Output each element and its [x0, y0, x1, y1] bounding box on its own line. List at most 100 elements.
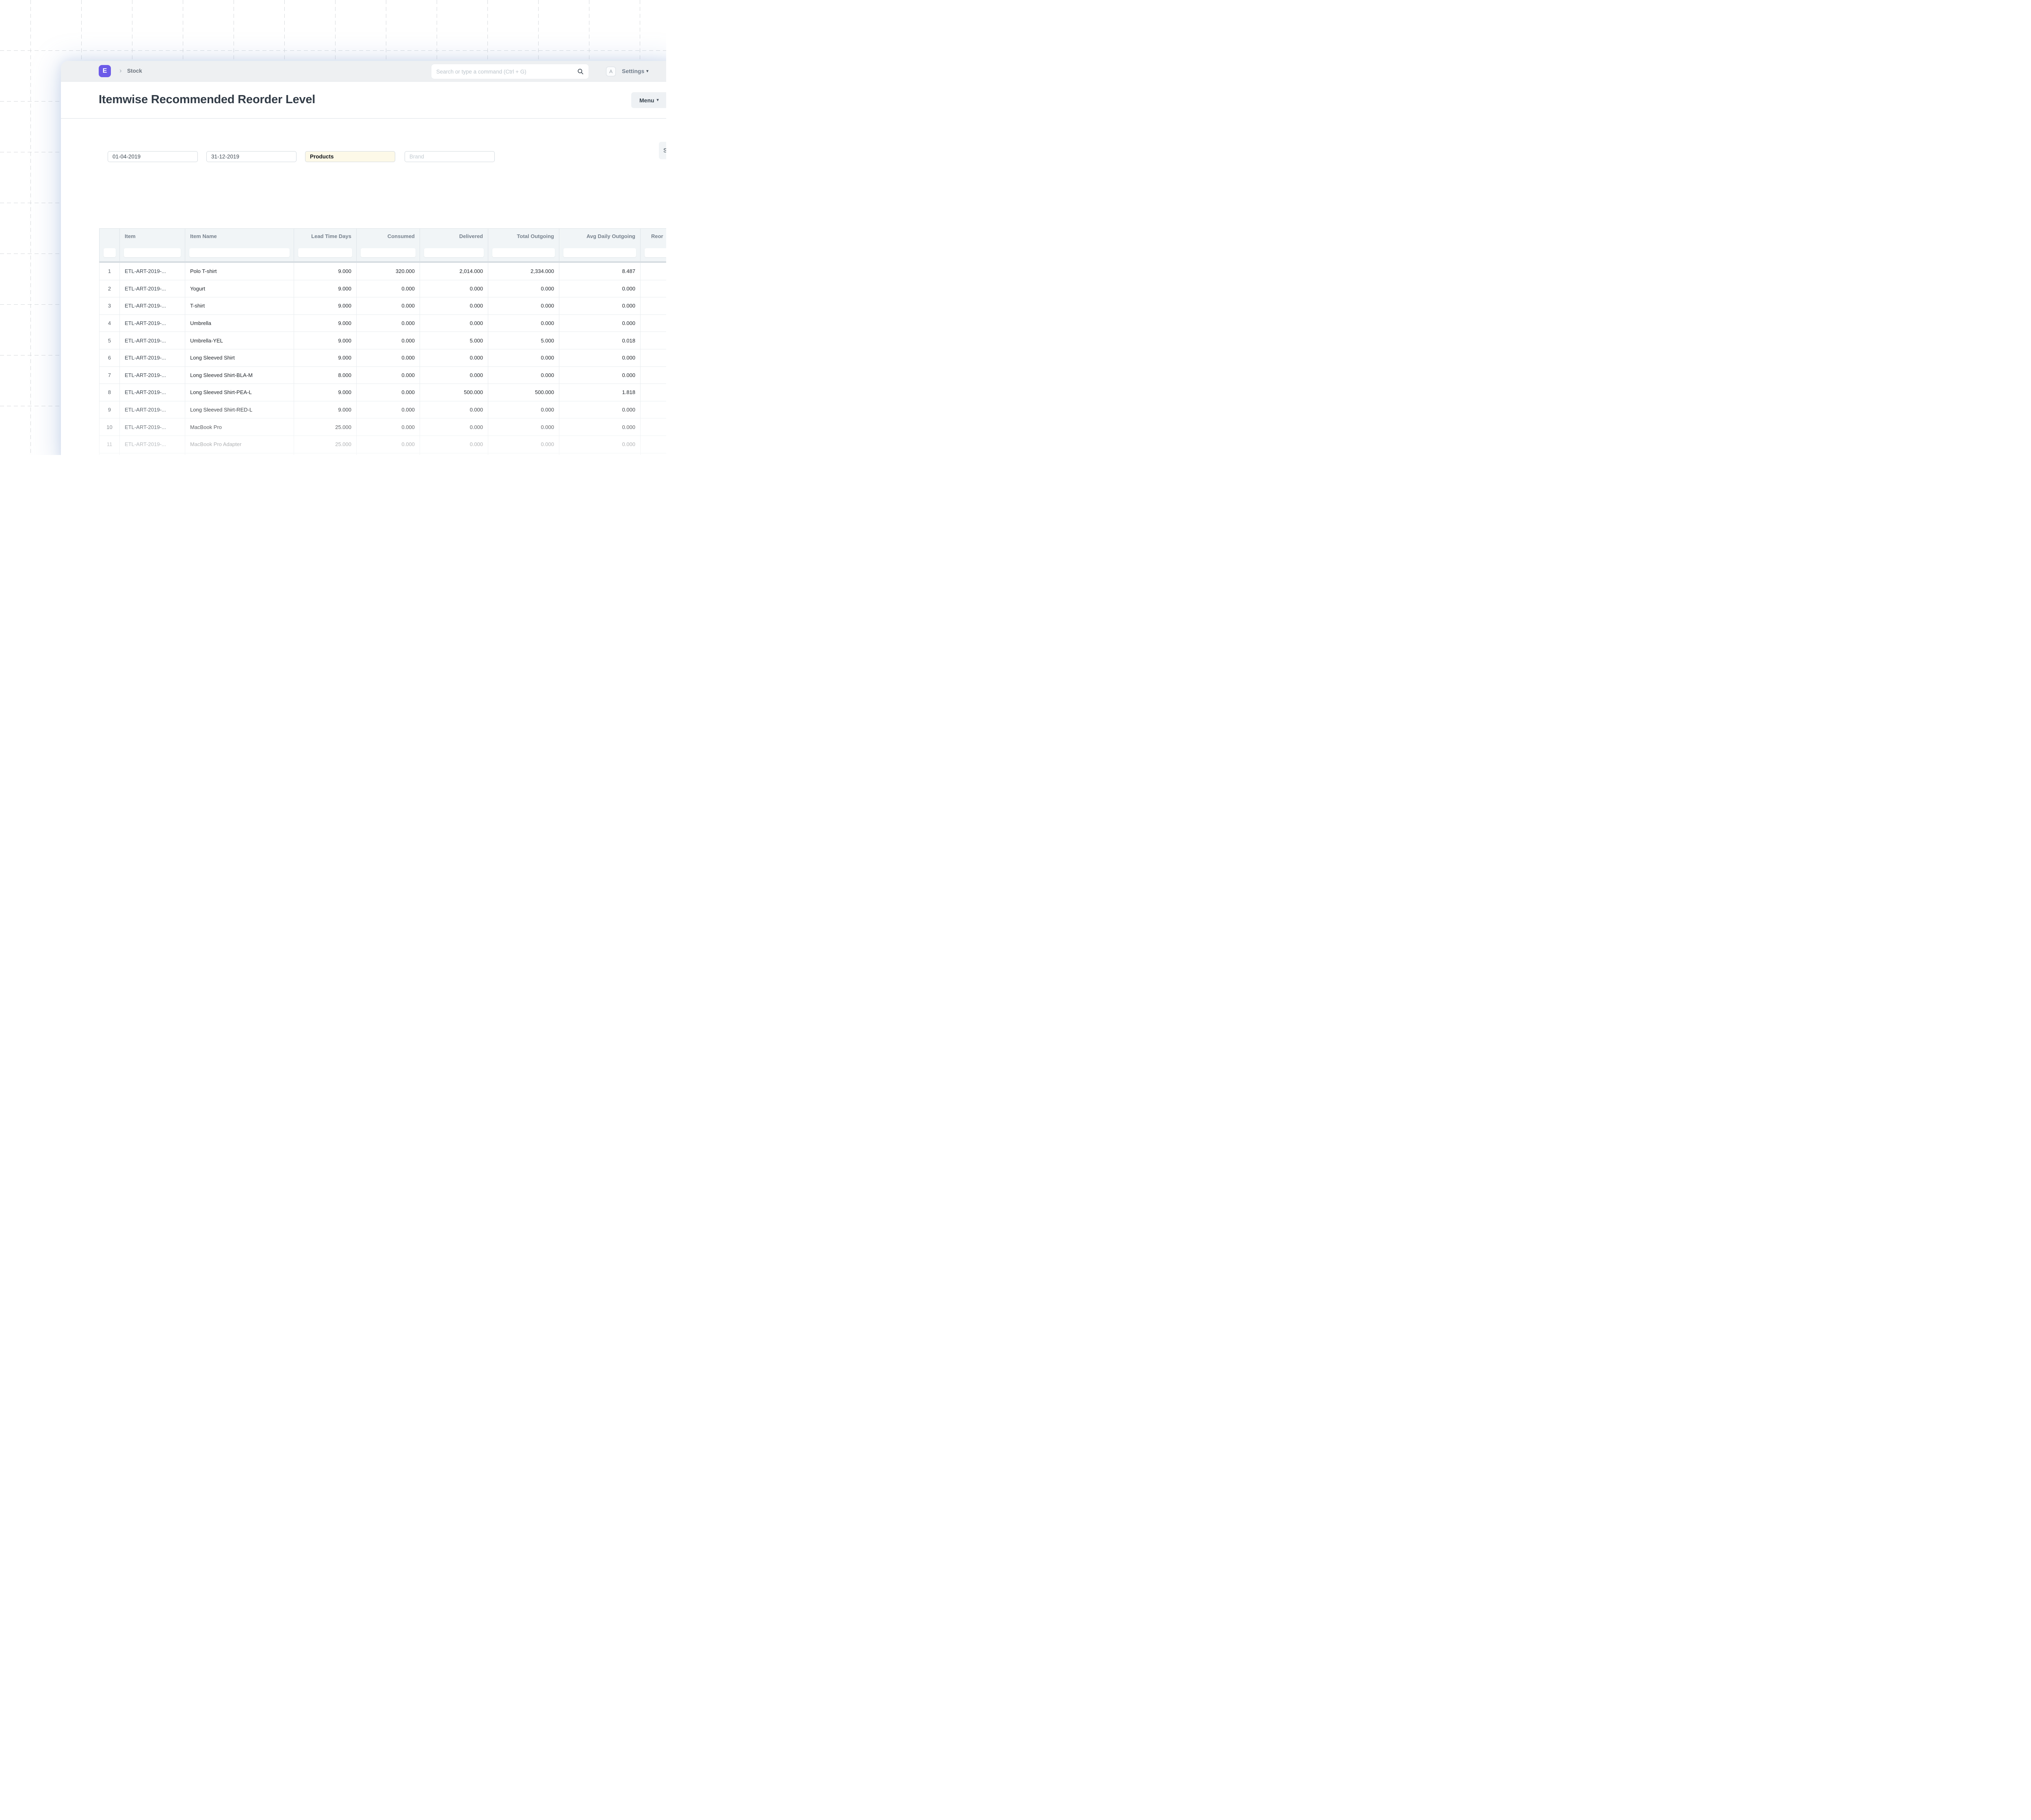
cell-consumed[interactable]: 0.000	[357, 453, 420, 455]
cell-total_outgoing[interactable]: 0.000	[488, 297, 559, 315]
cell-total_outgoing[interactable]: 0.000	[488, 401, 559, 419]
column-header-avg-daily-outgoing[interactable]: Avg Daily Outgoing	[559, 229, 641, 244]
table-row[interactable]: 5 ETL-ART-2019-... Umbrella-YEL 9.000 0.000 5…	[99, 332, 666, 349]
table-row[interactable]: 4 ETL-ART-2019-... Umbrella 9.000 0.000 0.000…	[99, 314, 666, 332]
cell-lead_time_days[interactable]: 9.000	[294, 349, 357, 367]
row-number-cell[interactable]: 1	[100, 263, 120, 280]
cell-delivered[interactable]: 0.000	[420, 401, 488, 419]
to-date-filter[interactable]	[206, 151, 297, 162]
cell-item[interactable]: ETL-ART-2019-...	[120, 453, 185, 455]
row-number-cell[interactable]: 11	[100, 436, 120, 453]
cell-avg_daily_outgoing[interactable]: 0.000	[559, 366, 641, 384]
cell-avg_daily_outgoing[interactable]: 0.000	[559, 453, 641, 455]
table-row[interactable]: 1 ETL-ART-2019-... Polo T-shirt 9.000 320.00…	[99, 263, 666, 280]
cell-reorder-level[interactable]	[641, 263, 666, 280]
column-header-reor[interactable]: Reor	[641, 229, 666, 244]
row-number-cell[interactable]: 4	[100, 314, 120, 332]
cell-total_outgoing[interactable]: 0.000	[488, 280, 559, 298]
cell-total_outgoing[interactable]: 500.000	[488, 384, 559, 401]
cell-delivered[interactable]: 0.000	[420, 314, 488, 332]
cell-item[interactable]: ETL-ART-2019-...	[120, 263, 185, 280]
cell-item_name[interactable]: Long Sleeved Shirt-BLA-M	[185, 366, 294, 384]
column-filter-input[interactable]	[298, 248, 352, 257]
cell-lead_time_days[interactable]: 9.000	[294, 384, 357, 401]
cell-item[interactable]: ETL-ART-2019-...	[120, 384, 185, 401]
column-filter-input[interactable]	[563, 248, 636, 257]
column-filter-input[interactable]	[189, 248, 290, 257]
cell-lead_time_days[interactable]: 8.000	[294, 366, 357, 384]
cell-total_outgoing[interactable]: 2,334.000	[488, 263, 559, 280]
cell-consumed[interactable]: 0.000	[357, 418, 420, 436]
column-filter-input[interactable]	[124, 248, 181, 257]
cell-delivered[interactable]: 0.000	[420, 453, 488, 455]
column-header-item[interactable]: Item	[120, 229, 185, 244]
table-row[interactable]: 6 ETL-ART-2019-... Long Sleeved Shirt 9.000…	[99, 349, 666, 367]
cell-delivered[interactable]: 2,014.000	[420, 263, 488, 280]
cell-delivered[interactable]: 0.000	[420, 297, 488, 315]
table-row[interactable]: 11 ETL-ART-2019-... MacBook Pro Adapter 25.…	[99, 436, 666, 453]
cell-item_name[interactable]: MacBook Pro	[185, 418, 294, 436]
cell-reorder-level[interactable]	[641, 401, 666, 419]
cell-reorder-level[interactable]	[641, 280, 666, 298]
cell-consumed[interactable]: 320.000	[357, 263, 420, 280]
cell-avg_daily_outgoing[interactable]: 0.000	[559, 418, 641, 436]
cell-consumed[interactable]: 0.000	[357, 297, 420, 315]
cell-item_name[interactable]: Umbrella-YEL	[185, 332, 294, 349]
cell-item[interactable]: ETL-ART-2019-...	[120, 332, 185, 349]
cell-consumed[interactable]: 0.000	[357, 349, 420, 367]
cell-avg_daily_outgoing[interactable]: 0.000	[559, 297, 641, 315]
item-group-filter[interactable]	[305, 151, 395, 162]
column-header-lead-time-days[interactable]: Lead Time Days	[294, 229, 357, 244]
from-date-filter[interactable]	[108, 151, 198, 162]
column-filter-input[interactable]	[361, 248, 416, 257]
cell-consumed[interactable]: 0.000	[357, 384, 420, 401]
cell-lead_time_days[interactable]: 9.000	[294, 314, 357, 332]
table-row[interactable]: 3 ETL-ART-2019-... T-shirt 9.000 0.000 0.000 0…	[99, 297, 666, 315]
cell-item_name[interactable]: MacBook Pro Adapter	[185, 436, 294, 453]
cell-item[interactable]: ETL-ART-2019-...	[120, 366, 185, 384]
menu-button[interactable]: Menu ▾	[631, 92, 666, 108]
cell-item_name[interactable]: Polo T-shirt	[185, 263, 294, 280]
cell-lead_time_days[interactable]: 9.000	[294, 401, 357, 419]
cell-item_name[interactable]: Long Sleeved Shirt	[185, 349, 294, 367]
cell-total_outgoing[interactable]: 0.000	[488, 436, 559, 453]
row-number-cell[interactable]: 2	[100, 280, 120, 298]
cell-item[interactable]: ETL-ART-2019-...	[120, 297, 185, 315]
cell-item[interactable]: ETL-ART-2019-...	[120, 314, 185, 332]
row-number-cell[interactable]: 6	[100, 349, 120, 367]
global-search-input[interactable]: Search or type a command (Ctrl + G)	[431, 64, 589, 79]
cell-item[interactable]: ETL-ART-2019-...	[120, 280, 185, 298]
cell-reorder-level[interactable]	[641, 367, 666, 384]
cell-item_name[interactable]: T-shirt	[185, 297, 294, 315]
column-header-delivered[interactable]: Delivered	[420, 229, 488, 244]
cell-consumed[interactable]: 0.000	[357, 280, 420, 298]
cell-item_name[interactable]: Cotton T-Shirt for Men	[185, 453, 294, 455]
cell-lead_time_days[interactable]: 25.000	[294, 436, 357, 453]
cell-item_name[interactable]: Yogurt	[185, 280, 294, 298]
cell-delivered[interactable]: 0.000	[420, 366, 488, 384]
cell-consumed[interactable]: 0.000	[357, 314, 420, 332]
cell-item[interactable]: ETL-ART-2019-...	[120, 436, 185, 453]
row-number-cell[interactable]: 8	[100, 384, 120, 401]
cell-lead_time_days[interactable]: 25.000	[294, 418, 357, 436]
column-filter-input[interactable]	[492, 248, 555, 257]
row-number-cell[interactable]: 12	[100, 453, 120, 455]
table-row[interactable]: 7 ETL-ART-2019-... Long Sleeved Shirt-BLA-…	[99, 366, 666, 384]
row-number-cell[interactable]: 9	[100, 401, 120, 419]
cell-delivered[interactable]: 500.000	[420, 384, 488, 401]
breadcrumb[interactable]: Stock	[127, 68, 142, 74]
cell-total_outgoing[interactable]: 0.000	[488, 314, 559, 332]
app-logo[interactable]: E	[99, 65, 111, 77]
cell-item_name[interactable]: Umbrella	[185, 314, 294, 332]
column-header-total-outgoing[interactable]: Total Outgoing	[488, 229, 559, 244]
row-number-cell[interactable]: 10	[100, 418, 120, 436]
cell-lead_time_days[interactable]: 9.000	[294, 297, 357, 315]
cell-avg_daily_outgoing[interactable]: 0.000	[559, 436, 641, 453]
table-row[interactable]: 9 ETL-ART-2019-... Long Sleeved Shirt-RED-…	[99, 401, 666, 419]
cell-avg_daily_outgoing[interactable]: 0.000	[559, 401, 641, 419]
cell-total_outgoing[interactable]: 0.000	[488, 453, 559, 455]
table-row[interactable]: 12ETL-ART-2019-...Cotton T-Shirt for Men…	[99, 453, 666, 455]
row-number-cell[interactable]: 5	[100, 332, 120, 349]
side-cutoff-button[interactable]: S	[659, 142, 666, 159]
table-row[interactable]: 10 ETL-ART-2019-... MacBook Pro 25.000 0.000…	[99, 418, 666, 436]
